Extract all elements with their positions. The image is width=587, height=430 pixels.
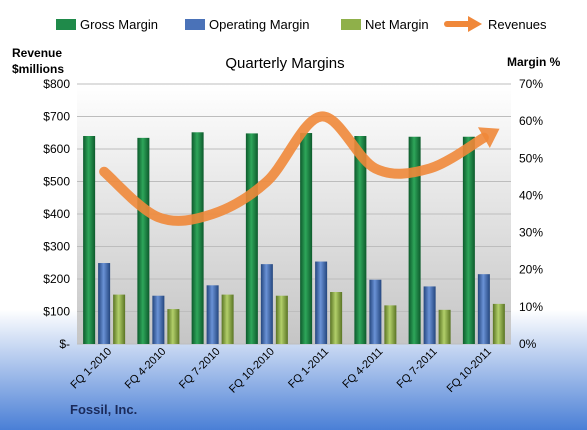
legend-label-gross-margin: Gross Margin — [80, 17, 158, 32]
bar-operating-margin — [260, 264, 273, 344]
revenue-line — [99, 111, 489, 226]
legend-arrowhead-revenues — [468, 16, 482, 32]
right-tick-label: 20% — [519, 263, 543, 277]
bar-operating-margin — [315, 261, 328, 344]
legend-swatch-operating-margin — [185, 19, 205, 30]
bar-gross-margin — [462, 136, 475, 344]
bar-operating-margin — [369, 279, 382, 344]
bar-operating-margin — [206, 285, 219, 344]
left-tick-label: $300 — [43, 240, 70, 254]
left-tick-label: $800 — [43, 77, 70, 91]
bar-net-margin — [275, 295, 288, 344]
chart-title: Quarterly Margins — [225, 55, 344, 72]
left-axis-title-line1: Revenue — [12, 46, 62, 60]
bar-operating-margin — [423, 286, 436, 344]
right-tick-label: 10% — [519, 300, 543, 314]
bar-net-margin — [221, 294, 234, 344]
right-tick-label: 0% — [519, 337, 537, 351]
legend-label-net-margin: Net Margin — [365, 17, 429, 32]
right-tick-label: 40% — [519, 188, 543, 202]
left-tick-label: $500 — [43, 175, 70, 189]
bar-gross-margin — [245, 133, 258, 344]
bar-net-margin — [438, 309, 451, 344]
left-tick-label: $- — [59, 337, 70, 351]
legend-swatch-net-margin — [341, 19, 361, 30]
left-axis-title-line2: $millions — [12, 62, 64, 76]
right-tick-label: 70% — [519, 77, 543, 91]
legend-item-revenues[interactable]: Revenues — [444, 16, 547, 32]
right-axis-title: Margin % — [507, 55, 561, 69]
left-tick-label: $400 — [43, 207, 70, 221]
revenue-arrowhead — [477, 127, 500, 149]
right-tick-label: 30% — [519, 226, 543, 240]
legend-item-gross-margin[interactable]: Gross Margin — [56, 17, 158, 32]
bar-net-margin — [330, 292, 343, 344]
legend-label-operating-margin: Operating Margin — [209, 17, 309, 32]
bar-gross-margin — [300, 133, 313, 344]
legend-item-net-margin[interactable]: Net Margin — [341, 17, 429, 32]
revenue-line-group — [99, 111, 500, 226]
left-tick-label: $100 — [43, 305, 70, 319]
left-tick-label: $700 — [43, 110, 70, 124]
bar-gross-margin — [137, 137, 150, 344]
bar-net-margin — [492, 303, 505, 344]
bars-group — [83, 132, 505, 344]
legend-label-revenues: Revenues — [488, 17, 547, 32]
left-tick-label: $200 — [43, 272, 70, 286]
left-tick-label: $600 — [43, 142, 70, 156]
left-axis: $- $100 $200 $300 $400 $500 $600 $700 $800 — [43, 77, 70, 351]
bar-operating-margin — [477, 274, 490, 344]
bar-operating-margin — [98, 263, 111, 344]
right-axis: 0% 10% 20% 30% 40% 50% 60% 70% — [519, 77, 543, 351]
bar-net-margin — [167, 309, 180, 344]
legend-item-operating-margin[interactable]: Operating Margin — [185, 17, 309, 32]
legend: Gross Margin Operating Margin Net Margin… — [56, 16, 547, 32]
legend-swatch-gross-margin — [56, 19, 76, 30]
bar-net-margin — [384, 305, 397, 344]
bar-gross-margin — [191, 132, 204, 344]
bar-operating-margin — [152, 295, 165, 344]
bar-gross-margin — [354, 136, 367, 344]
right-tick-label: 50% — [519, 151, 543, 165]
bar-gross-margin — [408, 136, 421, 344]
bar-net-margin — [113, 294, 126, 344]
bar-gross-margin — [83, 136, 96, 344]
company-name: Fossil, Inc. — [70, 402, 137, 417]
right-tick-label: 60% — [519, 114, 543, 128]
